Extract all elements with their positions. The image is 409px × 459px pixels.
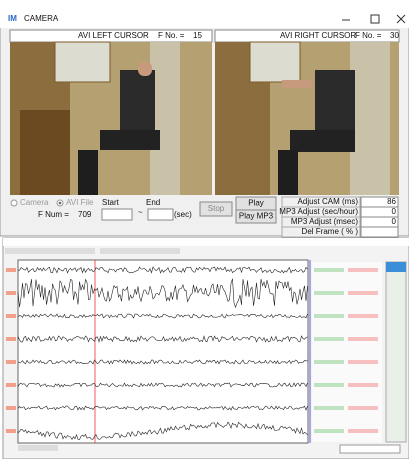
stop-button[interactable] [199, 201, 233, 217]
eeg-trace [17, 335, 308, 343]
camera-radio[interactable] [10, 199, 18, 207]
adjust-label: MP3 Adjust (sec/hour) [279, 207, 358, 216]
camera-option: Camera [20, 198, 49, 207]
left-cursor-label: AVI LEFT CURSOR [78, 31, 149, 40]
adjust-value: 86 [387, 197, 396, 206]
channel-info [348, 406, 378, 410]
start-input[interactable] [101, 208, 133, 221]
eeg-trace [17, 405, 308, 411]
channel-info [348, 337, 378, 341]
channel-info [314, 268, 344, 272]
right-cursor-label: AVI RIGHT CURSOR [280, 31, 356, 40]
adjust-value: 0 [392, 207, 397, 216]
avi-radio-dot [58, 201, 62, 205]
eeg-trace [17, 382, 308, 388]
maximize-button[interactable] [370, 14, 380, 24]
channel-tag [6, 314, 16, 318]
eeg-trace [17, 421, 308, 441]
channel-tag [6, 337, 16, 341]
channel-info [348, 268, 378, 272]
channel-tag [6, 383, 16, 387]
adjust-input[interactable] [360, 226, 399, 238]
play-mp3-button[interactable] [235, 209, 277, 224]
eeg-trace [17, 278, 308, 309]
stop-label: Stop [208, 204, 225, 213]
frame-num-label: F Num = [38, 210, 69, 219]
right-frame-label: F No. = [355, 31, 382, 40]
channel-info [314, 360, 344, 364]
channel-tag [6, 429, 16, 433]
channel-info [348, 291, 378, 295]
adjust-value: 0 [392, 217, 397, 226]
eeg-trace [17, 359, 308, 365]
frame-num: 709 [78, 210, 92, 219]
adjust-row [281, 226, 361, 238]
eeg-window [2, 237, 409, 459]
channel-tag [6, 406, 16, 410]
channel-info [348, 360, 378, 364]
eeg-trace [17, 313, 308, 319]
adjust-label: Adjust CAM (ms) [298, 197, 359, 206]
left-frame-label: F No. = [158, 31, 185, 40]
end-label: End [146, 198, 160, 207]
play-label: Play [248, 199, 264, 208]
channel-tag [6, 268, 16, 272]
close-button[interactable] [396, 14, 406, 24]
left-video [10, 41, 212, 195]
channel-tag [6, 360, 16, 364]
play-mp3-label: Play MP3 [239, 212, 274, 221]
channel-info [314, 383, 344, 387]
avi-option: AVI File [66, 198, 94, 207]
adjustments: Adjust CAM (ms) 86 MP3 Adjust (sec/hour) 0 M… [279, 196, 399, 238]
end-input[interactable] [147, 208, 174, 221]
window-title: CAMERA [24, 14, 59, 23]
tilde: ~ [138, 208, 143, 217]
right-frame: 30 [390, 31, 399, 40]
right-video [215, 41, 399, 195]
adjust-label: Del Frame ( % ) [302, 227, 359, 236]
channel-info [348, 314, 378, 318]
eeg-trace [17, 266, 308, 274]
title-bar [0, 0, 409, 28]
channel-info [348, 383, 378, 387]
channel-info [314, 406, 344, 410]
unit: (sec) [174, 210, 192, 219]
channel-tag [6, 291, 16, 295]
channel-info [314, 314, 344, 318]
start-label: Start [102, 198, 120, 207]
left-frame: 15 [193, 31, 202, 40]
channel-info [314, 337, 344, 341]
app-icon: IM [8, 14, 17, 23]
channel-info [348, 429, 378, 433]
channel-info [314, 429, 344, 433]
adjust-label: MP3 Adjust (msec) [291, 217, 358, 226]
channel-info [314, 291, 344, 295]
